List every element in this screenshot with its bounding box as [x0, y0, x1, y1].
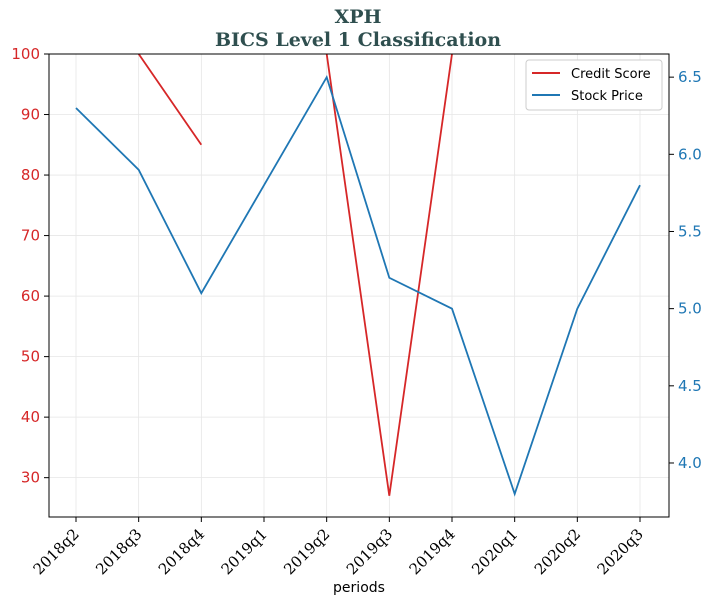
right-tick-label: 6.5 — [678, 68, 702, 86]
series-lines — [75, 54, 641, 497]
legend-label-stock-price: Stock Price — [571, 89, 643, 104]
left-tick-label: 30 — [21, 469, 40, 487]
left-tick-label: 90 — [21, 106, 40, 124]
x-tick-label: 2018q3 — [92, 525, 145, 578]
x-tick-label: 2018q2 — [30, 525, 83, 578]
left-tick-label: 80 — [21, 166, 40, 184]
series-line-stock-price — [75, 74, 641, 497]
right-tick-label: 6.0 — [678, 145, 702, 163]
left-tick-label: 60 — [21, 287, 40, 305]
plot-frame — [48, 53, 670, 518]
x-tick-label: 2020q3 — [594, 525, 647, 578]
right-tick-label: 4.5 — [678, 377, 702, 395]
x-tick-label: 2020q1 — [468, 525, 521, 578]
x-tick-label: 2019q3 — [343, 525, 396, 578]
right-tick-label: 5.5 — [678, 222, 702, 240]
x-tick-label: 2020q2 — [531, 525, 584, 578]
left-tick-label: 100 — [11, 45, 40, 63]
right-tick-label: 5.0 — [678, 300, 702, 318]
left-tick-label: 70 — [21, 227, 40, 245]
right-tick-label: 4.0 — [678, 454, 702, 472]
series-line-credit-score — [137, 54, 453, 496]
x-tick-label: 2019q1 — [218, 525, 271, 578]
x-tick-label: 2018q4 — [155, 525, 208, 578]
legend-label-credit-score: Credit Score — [571, 67, 651, 82]
left-tick-label: 50 — [21, 348, 40, 366]
legend: Credit Score Stock Price — [525, 59, 663, 111]
x-axis: 2018q2 2018q3 2018q4 2019q1 2019q2 2019q3 2019… — [30, 517, 647, 578]
left-tick-label: 40 — [21, 408, 40, 426]
x-tick-label: 2019q4 — [406, 525, 459, 578]
x-tick-label: 2019q2 — [280, 525, 333, 578]
chart-subtitle: BICS Level 1 Classification — [215, 29, 501, 51]
chart-title: XPH — [335, 6, 382, 28]
right-axis: 4.0 4.5 5.0 5.5 6.0 6.5 — [669, 68, 702, 472]
left-axis: 30 40 50 60 70 80 90 100 — [11, 45, 49, 487]
x-axis-label: periods — [333, 580, 385, 596]
